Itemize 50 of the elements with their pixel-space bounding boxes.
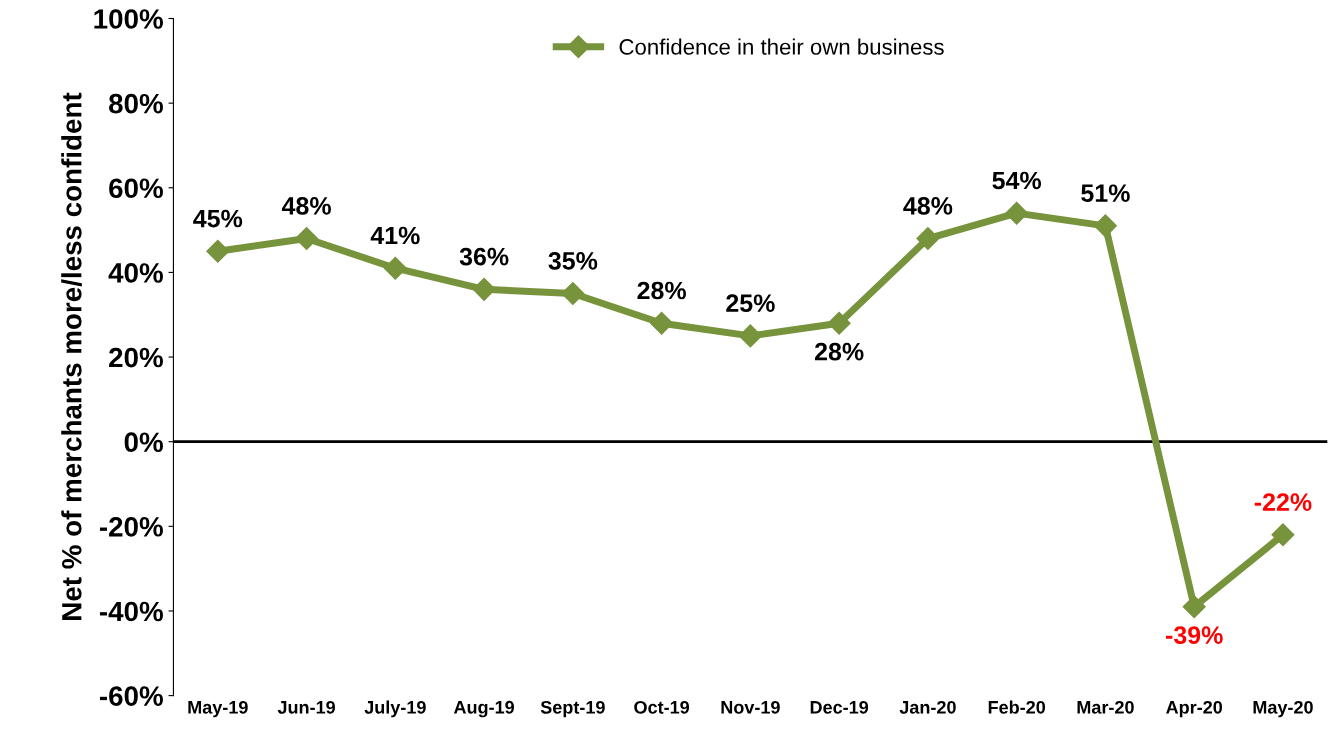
- y-tick-label: 60%: [109, 178, 163, 199]
- y-tick-label: 100%: [94, 9, 163, 29]
- point: [916, 227, 940, 251]
- x-tick-label: May-20: [1253, 700, 1313, 718]
- y-tick-label: -20%: [99, 516, 163, 537]
- y-tick-label: 80%: [108, 93, 163, 114]
- point: [1182, 595, 1206, 619]
- x-tick-label: Apr-20: [1166, 700, 1223, 718]
- x-tick-label: Aug-19: [453, 700, 515, 718]
- x-tick-label: Oct-19: [634, 700, 690, 714]
- point: [650, 311, 674, 335]
- data-label: 54%: [992, 171, 1042, 190]
- data-label: 48%: [281, 197, 331, 215]
- y-axis-title: Net % of merchants more/less confident: [61, 92, 82, 620]
- x-tick-label: Sept-19: [540, 700, 605, 718]
- x-tick-label: Jun-19: [277, 700, 335, 714]
- point: [827, 311, 851, 335]
- point: [206, 239, 230, 263]
- y-tick-label: -60%: [99, 686, 163, 706]
- point: [295, 227, 319, 251]
- legend-label: Confidence in their own business: [619, 38, 944, 55]
- x-tick-label: Dec-19: [810, 700, 869, 714]
- x-tick-label: Jan-20: [899, 700, 956, 714]
- point: [561, 282, 585, 306]
- y-tick-label: 40%: [108, 263, 163, 283]
- point: [738, 324, 762, 348]
- data-label: 36%: [459, 247, 509, 266]
- x-tick-label: Mar-20: [1077, 700, 1134, 714]
- point: [383, 256, 407, 280]
- x-tick-label: May-19: [188, 700, 248, 718]
- data-label: 45%: [193, 209, 243, 228]
- x-tick-label: July-19: [364, 700, 426, 718]
- data-label: 51%: [1081, 184, 1130, 203]
- data-label: 28%: [637, 281, 686, 300]
- x-tick-label: Nov-19: [721, 700, 780, 714]
- data-label: -39%: [1165, 626, 1223, 645]
- point: [1271, 523, 1295, 547]
- x-tick-label: Feb-20: [988, 700, 1046, 714]
- data-label: 35%: [548, 252, 598, 270]
- y-tick-label: -40%: [99, 601, 163, 622]
- point: [472, 277, 496, 301]
- y-tick-label: 20%: [109, 347, 163, 368]
- data-label: 48%: [903, 197, 953, 215]
- data-label: -22%: [1254, 493, 1312, 511]
- data-label: 41%: [370, 226, 420, 245]
- data-label: 25%: [726, 294, 775, 313]
- data-label: 28%: [814, 342, 864, 361]
- y-tick-label: 0%: [124, 432, 163, 453]
- point: [1005, 201, 1029, 225]
- point: [1093, 214, 1117, 238]
